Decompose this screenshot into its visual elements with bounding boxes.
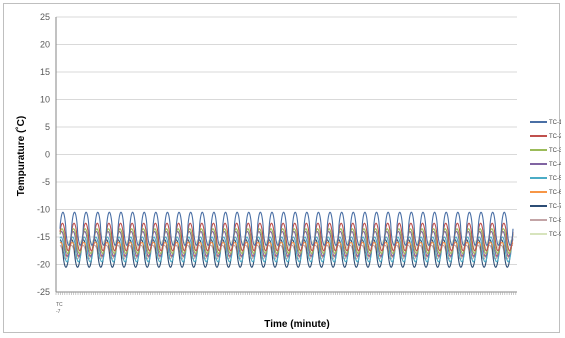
y-tick-label: -25: [37, 287, 50, 297]
legend-label-tc-3: TC-3: [549, 148, 561, 154]
y-tick-label: 20: [40, 40, 50, 50]
series-line-tc-7: [59, 239, 514, 268]
x-first-tick-label-line2: -7: [56, 309, 61, 315]
series-line-tc-2: [59, 222, 514, 252]
legend-label-tc-8: TC-8: [549, 218, 561, 224]
chart-frame: 25 20 15 10 5 0 -5 -10 -15 -20 -25 TC -7 Time (min…: [3, 3, 561, 333]
series-line-tc-3: [59, 228, 514, 255]
series-lines: [59, 211, 514, 268]
y-tick-label: 5: [45, 122, 50, 132]
legend-label-tc-1: TC-1: [549, 120, 561, 126]
y-tick-label: -20: [37, 260, 50, 270]
series-line-tc-5: [59, 236, 514, 263]
series-line-tc-1: [59, 211, 514, 246]
legend: TC-1 TC-2 TC-3 TC-4 TC-5 TC-6 TC-7 TC-8 TC-9: [530, 120, 561, 238]
x-axis-title: Time (minute): [264, 319, 329, 330]
line-chart: 25 20 15 10 5 0 -5 -10 -15 -20 -25 TC -7 Time (min…: [15, 12, 561, 330]
y-tick-label: -10: [37, 205, 50, 215]
legend-label-tc-9: TC-9: [549, 232, 561, 238]
legend-label-tc-7: TC-7: [549, 204, 561, 210]
series-line-tc-6: [59, 241, 514, 257]
y-tick-label: 0: [45, 150, 50, 160]
y-tick-label: 15: [40, 67, 50, 77]
y-axis-title: Tempurature (˚C): [15, 116, 27, 196]
y-tick-labels: 25 20 15 10 5 0 -5 -10 -15 -20 -25: [37, 12, 50, 297]
series-line-tc-4: [59, 230, 514, 257]
legend-label-tc-4: TC-4: [549, 162, 561, 168]
y-tick-label: 10: [40, 95, 50, 105]
legend-label-tc-2: TC-2: [549, 134, 561, 140]
y-tick-label: 25: [40, 12, 50, 22]
x-first-tick-label-line1: TC: [56, 302, 63, 308]
legend-label-tc-6: TC-6: [549, 190, 561, 196]
x-tick-marks: [55, 292, 517, 295]
y-tick-label: -15: [37, 232, 50, 242]
y-tick-label: -5: [42, 177, 50, 187]
legend-label-tc-5: TC-5: [549, 176, 561, 182]
